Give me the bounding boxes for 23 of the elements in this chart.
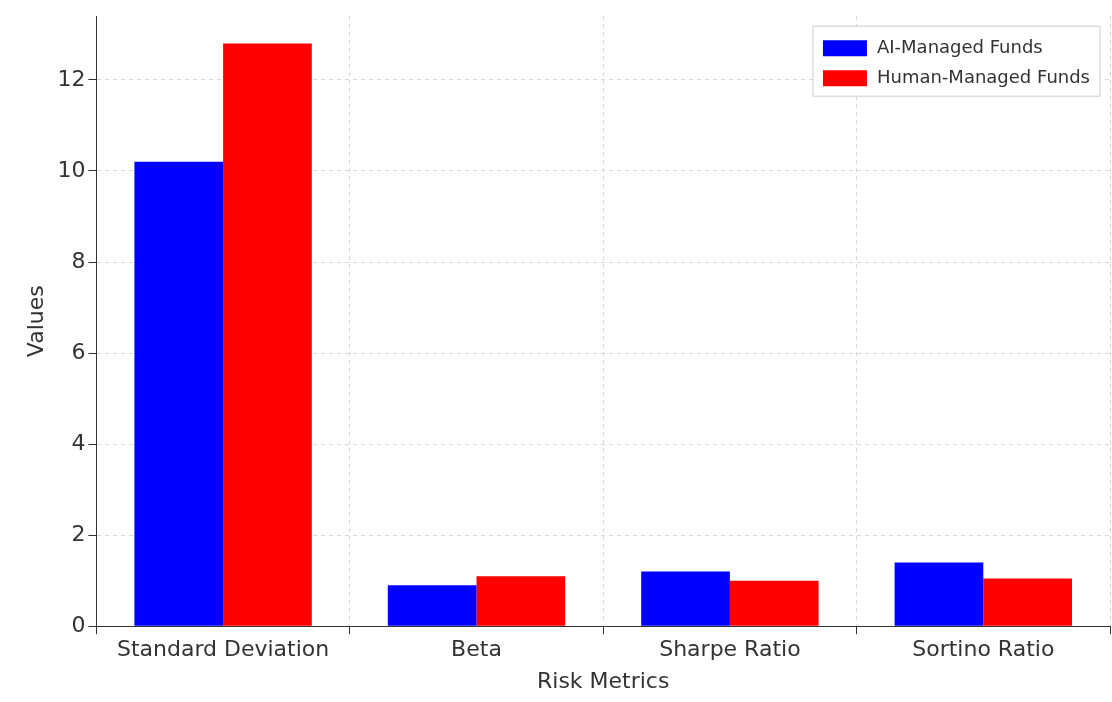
bar	[894, 562, 984, 626]
bar	[641, 571, 730, 626]
y-axis-title: Values	[22, 285, 48, 358]
bar	[476, 576, 566, 626]
y-tick-label: 8	[71, 247, 86, 273]
x-tick-label: Beta	[451, 636, 502, 662]
bar	[729, 580, 819, 626]
y-tick-label: 2	[71, 520, 86, 546]
x-tick-label: Sortino Ratio	[912, 636, 1055, 662]
x-tick-label: Sharpe Ratio	[659, 636, 801, 662]
y-tick-label: 0	[71, 611, 86, 637]
bar	[134, 161, 224, 626]
y-tick-label: 10	[57, 156, 86, 182]
bar	[387, 585, 477, 626]
y-tick-label: 4	[71, 429, 86, 455]
x-tick-label: Standard Deviation	[116, 636, 330, 662]
bar	[223, 43, 312, 626]
x-axis-title: Risk Metrics	[536, 667, 670, 693]
y-tick-label: 6	[71, 338, 86, 364]
y-tick-label: 12	[57, 65, 86, 91]
legend-label: AI-Managed Funds	[876, 35, 1043, 57]
bar	[983, 578, 1072, 626]
legend-label: Human-Managed Funds	[876, 65, 1090, 87]
